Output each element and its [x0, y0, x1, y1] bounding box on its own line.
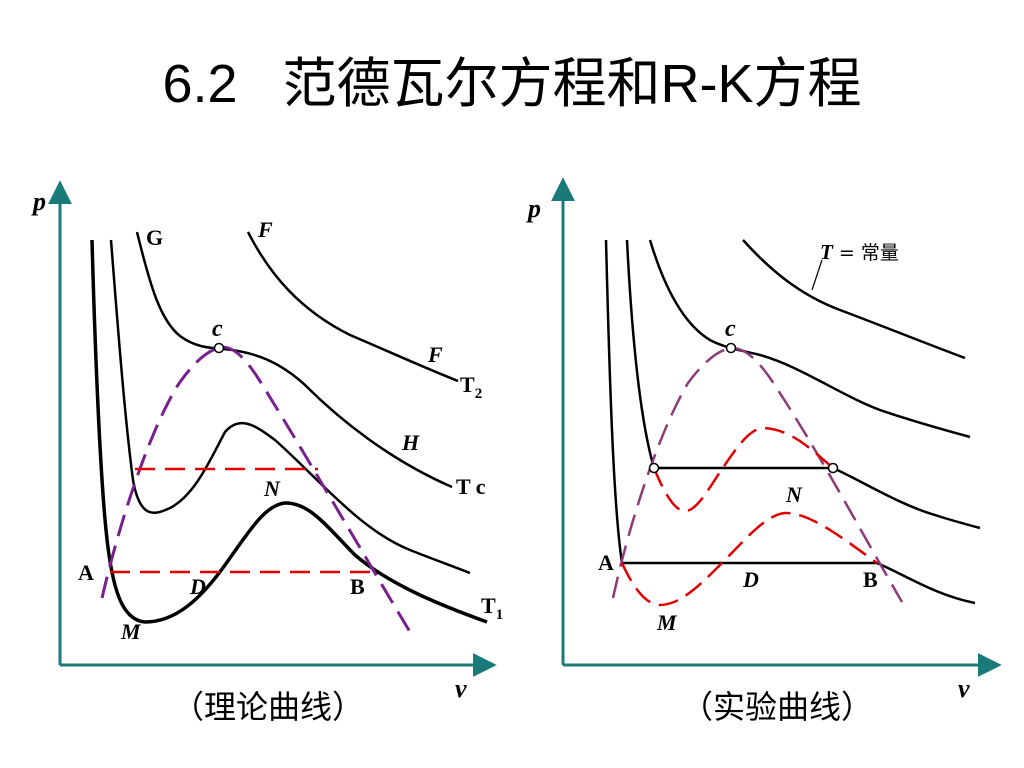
label-c-right: c — [725, 316, 736, 342]
label-m-left: M — [120, 619, 142, 644]
right-caption: （实验曲线） — [681, 688, 873, 726]
left-diagram: p v G F c F T2 H T c N A D B M T1 （理论曲线） — [31, 180, 503, 726]
right-isotherm-top — [742, 239, 966, 360]
label-f-mid: F — [427, 342, 443, 367]
slide-title: 6.2 范德瓦尔方程和R-K方程 — [162, 54, 862, 114]
right-y-axis-label: p — [526, 194, 541, 223]
right-isotherm-critical — [648, 239, 971, 439]
label-d-left: D — [189, 574, 206, 599]
label-f-top: F — [257, 217, 273, 242]
label-m-right: M — [656, 610, 678, 635]
label-n-right: N — [785, 482, 803, 507]
label-a-right: A — [598, 550, 614, 575]
right-metastable-loop-upper — [652, 426, 834, 513]
label-t2: T2 — [460, 372, 482, 402]
label-b-right: B — [863, 567, 878, 592]
right-diagram: p v T = 常量 c N A D B M （实验曲线） — [526, 177, 1002, 726]
right-critical-point — [725, 342, 737, 354]
label-t1-sub: 1 — [496, 607, 504, 623]
right-x-axis-label: v — [958, 674, 970, 703]
label-t1-main: T — [481, 593, 496, 618]
left-isotherm-t1 — [90, 239, 488, 624]
right-isotherm-label-t: T — [820, 240, 834, 264]
label-g: G — [146, 225, 163, 250]
right-isotherm-upper — [625, 239, 981, 530]
right-tie-point-left — [648, 462, 660, 474]
label-a-left: A — [78, 560, 94, 585]
left-isotherm-t2 — [135, 231, 453, 489]
label-t2-main: T — [460, 372, 475, 397]
right-isotherm-lower — [604, 239, 976, 605]
label-tc: T c — [456, 474, 486, 499]
right-isotherm-label: T = 常量 — [820, 240, 899, 264]
left-y-axis-label: p — [31, 187, 46, 216]
label-c-left: c — [212, 316, 223, 342]
right-saturation-dome — [611, 346, 904, 603]
label-t1: T1 — [481, 593, 503, 623]
right-tie-point-right — [827, 462, 839, 474]
label-b-left: B — [350, 574, 365, 599]
left-critical-point — [213, 342, 225, 354]
label-t2-sub: 2 — [475, 386, 483, 402]
left-isotherm-f — [246, 231, 459, 383]
right-isotherm-label-rest: = 常量 — [833, 242, 899, 264]
right-isotherm-leader — [811, 259, 823, 291]
label-h: H — [401, 430, 420, 455]
label-n-left: N — [263, 476, 281, 501]
left-x-axis-label: v — [455, 674, 467, 703]
label-d-right: D — [742, 567, 759, 592]
left-isotherm-tc — [109, 239, 471, 575]
left-caption: （理论曲线） — [172, 688, 364, 726]
